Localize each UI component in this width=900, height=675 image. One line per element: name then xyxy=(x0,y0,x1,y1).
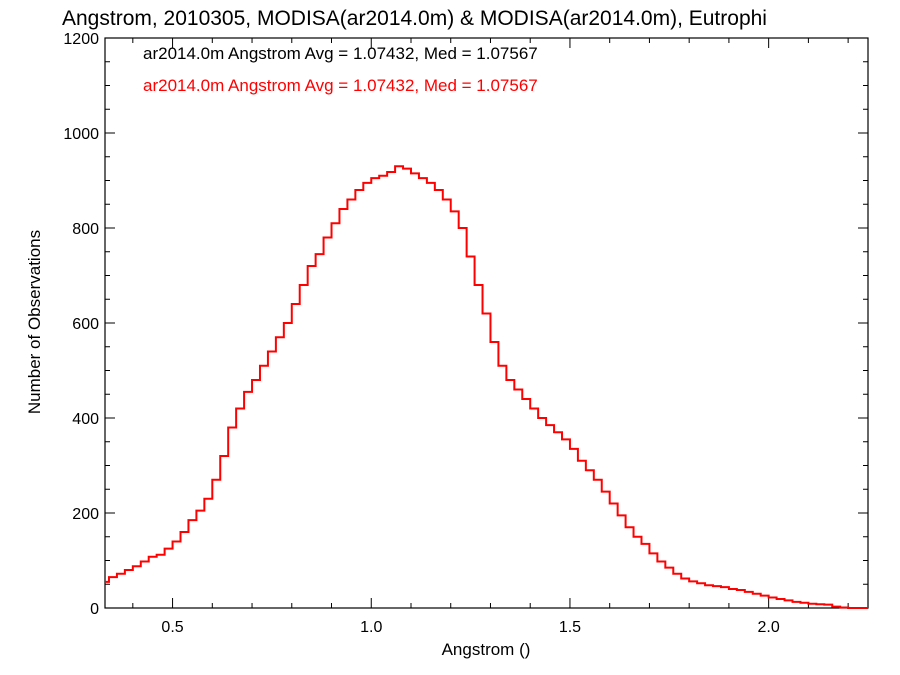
annotation-black: ar2014.0m Angstrom Avg = 1.07432, Med = … xyxy=(143,44,538,63)
plot-frame xyxy=(104,37,869,609)
x-tick-label: 1.5 xyxy=(559,619,581,636)
y-axis-label: Number of Observations xyxy=(25,230,44,414)
y-tick-label: 200 xyxy=(72,506,99,523)
annotation-red: ar2014.0m Angstrom Avg = 1.07432, Med = … xyxy=(143,76,538,95)
x-tick-label: 0.5 xyxy=(161,619,183,636)
series-layer xyxy=(105,165,868,609)
series-line-0 xyxy=(105,165,868,609)
x-tick-label: 2.0 xyxy=(758,619,780,636)
y-tick-label: 1000 xyxy=(63,126,99,143)
y-tick-label: 0 xyxy=(90,601,99,618)
x-axis-ticks: 0.5 1.0 1.5 2.0 xyxy=(132,38,849,636)
chart-title: Angstrom, 2010305, MODISA(ar2014.0m) & M… xyxy=(62,7,767,30)
y-tick-label: 800 xyxy=(72,221,99,238)
x-tick-label: 1.0 xyxy=(360,619,382,636)
y-axis-ticks: 0 200 400 600 800 1000 1200 xyxy=(63,31,868,618)
y-tick-label: 1200 xyxy=(63,31,99,48)
x-axis-label: Angstrom () xyxy=(442,640,531,659)
y-tick-label: 600 xyxy=(72,316,99,333)
plot-area: 0.5 1.0 1.5 2.0 0 200 400 600 800 1000 1200 xyxy=(63,31,869,636)
y-tick-label: 400 xyxy=(72,411,99,428)
